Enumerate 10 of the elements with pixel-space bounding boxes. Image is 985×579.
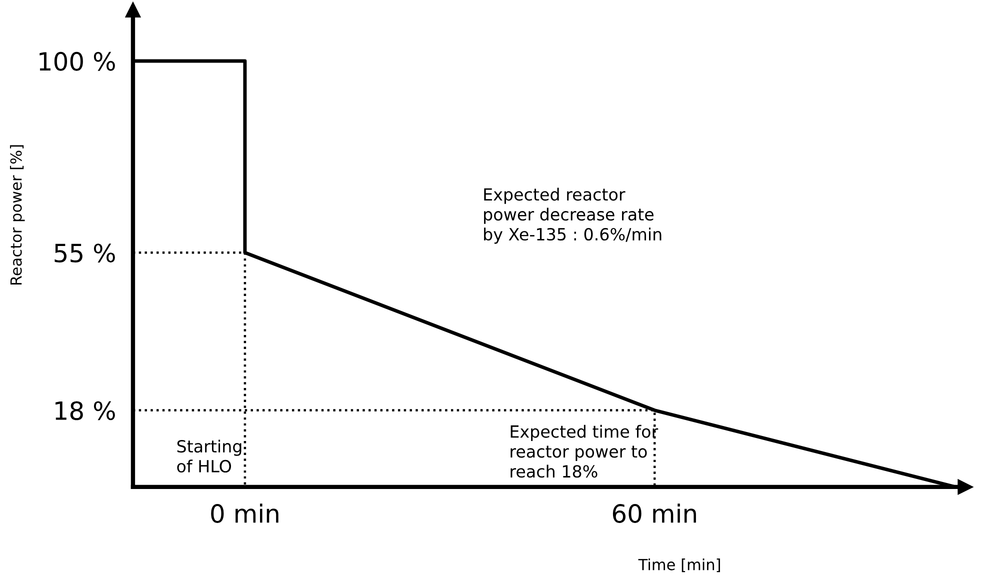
x-tick-label: 0 min: [211, 504, 278, 523]
x-axis-title: Time [min]: [638, 558, 720, 572]
annotation: Starting of HLO: [177, 440, 242, 473]
x-tick-label: 60 min: [612, 504, 696, 523]
y-tick-label: 55 %: [54, 244, 115, 263]
y-tick-label: 100 %: [40, 52, 115, 71]
annotation: Expected time for reactor power to reach 18%: [510, 424, 658, 478]
annotation: Expected reactor power decrease rate by Xe-135 : 0.6%/min: [484, 188, 662, 244]
y-tick-label: 18 %: [56, 401, 115, 420]
y-axis-title: Reactor power [%]: [10, 145, 25, 285]
